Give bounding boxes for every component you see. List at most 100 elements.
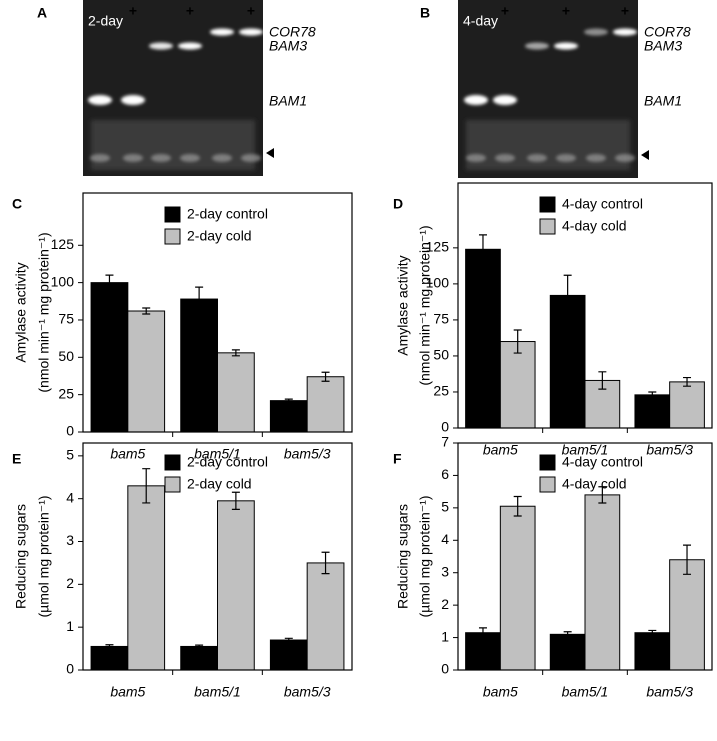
error-bar <box>321 551 330 575</box>
bar <box>499 341 536 429</box>
y-tick-label: 3 <box>441 563 449 579</box>
bar <box>90 282 129 433</box>
error-bar <box>142 468 151 504</box>
gene-label: COR78 <box>269 24 316 40</box>
y-axis-label: Reducing sugars <box>13 504 29 609</box>
bar <box>669 559 705 671</box>
bar <box>465 632 501 671</box>
bar <box>549 294 586 429</box>
x-tick-label: bam5/1 <box>194 684 241 700</box>
y-tick-label: 0 <box>441 419 449 435</box>
y-tick-label: 4 <box>441 531 449 547</box>
panel-letter: F <box>393 451 402 467</box>
bar <box>634 632 671 671</box>
error-bar <box>648 629 657 636</box>
y-axis-label: (µmol mg protein⁻¹) <box>417 495 433 617</box>
legend-label: 2-day control <box>187 206 268 222</box>
gel-band <box>584 28 608 36</box>
y-tick-label: 25 <box>58 385 74 401</box>
legend-label: 4-day cold <box>562 476 627 492</box>
y-tick-label: 50 <box>433 347 449 363</box>
bar <box>465 248 501 429</box>
y-tick-label: 1 <box>441 628 449 644</box>
y-tick-label: 5 <box>441 499 449 515</box>
plus-sign: + <box>501 3 509 19</box>
gel-band <box>527 154 547 162</box>
x-tick-label: bam5 <box>483 442 518 458</box>
gene-label: BAM3 <box>269 38 307 54</box>
arrowhead <box>641 150 649 160</box>
gene-label: BAM1 <box>269 93 307 109</box>
error-bar <box>563 631 572 638</box>
panel-letter: B <box>420 5 430 21</box>
x-tick-label: bam5/3 <box>646 442 693 458</box>
legend-swatch <box>164 206 181 223</box>
legend-swatch <box>539 454 556 471</box>
bar <box>269 400 308 433</box>
gel-band <box>495 154 515 162</box>
x-tick-label: bam5/1 <box>562 442 609 458</box>
legend-swatch <box>164 476 181 493</box>
legend-label: 4-day cold <box>562 218 627 234</box>
error-bar <box>231 349 240 357</box>
error-bar <box>105 644 114 649</box>
gel-band <box>613 28 637 36</box>
gel-band <box>88 95 112 105</box>
y-tick-label: 75 <box>433 311 449 327</box>
gel-band <box>123 154 143 162</box>
plot-frame <box>82 192 353 433</box>
panel-letter: A <box>37 5 47 21</box>
x-tick-label: bam5 <box>110 446 145 462</box>
y-tick-label: 1 <box>66 618 74 634</box>
gel-haze <box>466 120 630 170</box>
error-bar <box>683 376 692 387</box>
y-tick-label: 4 <box>66 489 74 505</box>
y-tick-label: 100 <box>426 275 450 291</box>
y-axis-label: (µmol mg protein⁻¹) <box>36 495 52 617</box>
bar <box>499 505 536 671</box>
y-tick-label: 0 <box>66 423 74 439</box>
y-tick-label: 25 <box>433 383 449 399</box>
error-bar <box>478 627 487 639</box>
legend-label: 2-day cold <box>187 228 252 244</box>
gel-band <box>615 154 635 162</box>
y-tick-label: 3 <box>66 532 74 548</box>
bar <box>669 381 705 429</box>
error-bar <box>513 495 522 517</box>
y-tick-label: 0 <box>441 661 449 677</box>
legend-label: 2-day control <box>187 454 268 470</box>
error-bar <box>598 486 607 504</box>
bar <box>269 639 308 671</box>
plot-frame <box>457 442 713 671</box>
error-bar <box>648 391 657 399</box>
error-bar <box>231 491 240 510</box>
gel-haze <box>91 120 255 170</box>
y-axis-label: (nmol min⁻¹ mg protein⁻¹) <box>417 225 433 385</box>
gel-band <box>212 154 232 162</box>
panel-letter: E <box>12 451 21 467</box>
x-tick-label: bam5/1 <box>562 684 609 700</box>
error-bar <box>321 371 330 382</box>
gel-band <box>239 28 263 36</box>
plus-sign: + <box>562 3 570 19</box>
gel-band <box>178 42 202 50</box>
gene-label: BAM3 <box>644 38 682 54</box>
error-bar <box>598 371 607 390</box>
error-bar <box>563 274 572 317</box>
y-axis-label: (nmol min⁻¹ mg protein⁻¹) <box>36 232 52 392</box>
legend-label: 4-day control <box>562 196 643 212</box>
x-tick-label: bam5/1 <box>194 446 241 462</box>
gel-band <box>586 154 606 162</box>
y-tick-label: 6 <box>441 466 449 482</box>
bar <box>306 562 345 671</box>
gene-label: COR78 <box>644 24 691 40</box>
bar <box>180 298 218 433</box>
plus-sign: + <box>247 3 255 19</box>
y-axis-label: Amylase activity <box>395 255 411 355</box>
y-tick-label: 2 <box>66 575 74 591</box>
error-bar <box>513 329 522 354</box>
plus-sign: + <box>621 3 629 19</box>
error-bar <box>478 234 487 265</box>
y-tick-label: 125 <box>426 239 450 255</box>
